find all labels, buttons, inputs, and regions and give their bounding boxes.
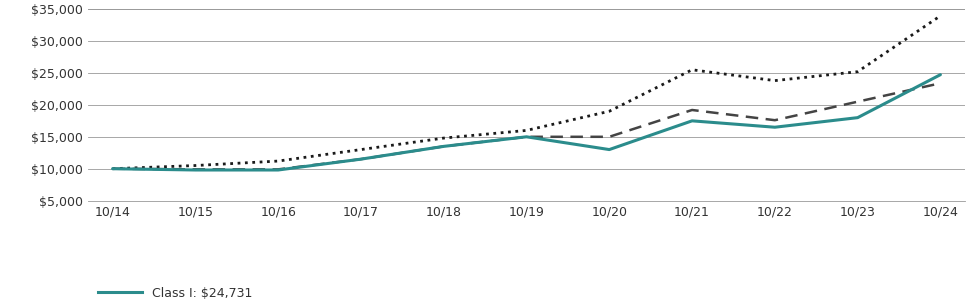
Legend: Class I: $24,731, S&P 500® Index: $33,949, Russell 1000® Value Index: $23,390: Class I: $24,731, S&P 500® Index: $33,94… (98, 287, 381, 304)
